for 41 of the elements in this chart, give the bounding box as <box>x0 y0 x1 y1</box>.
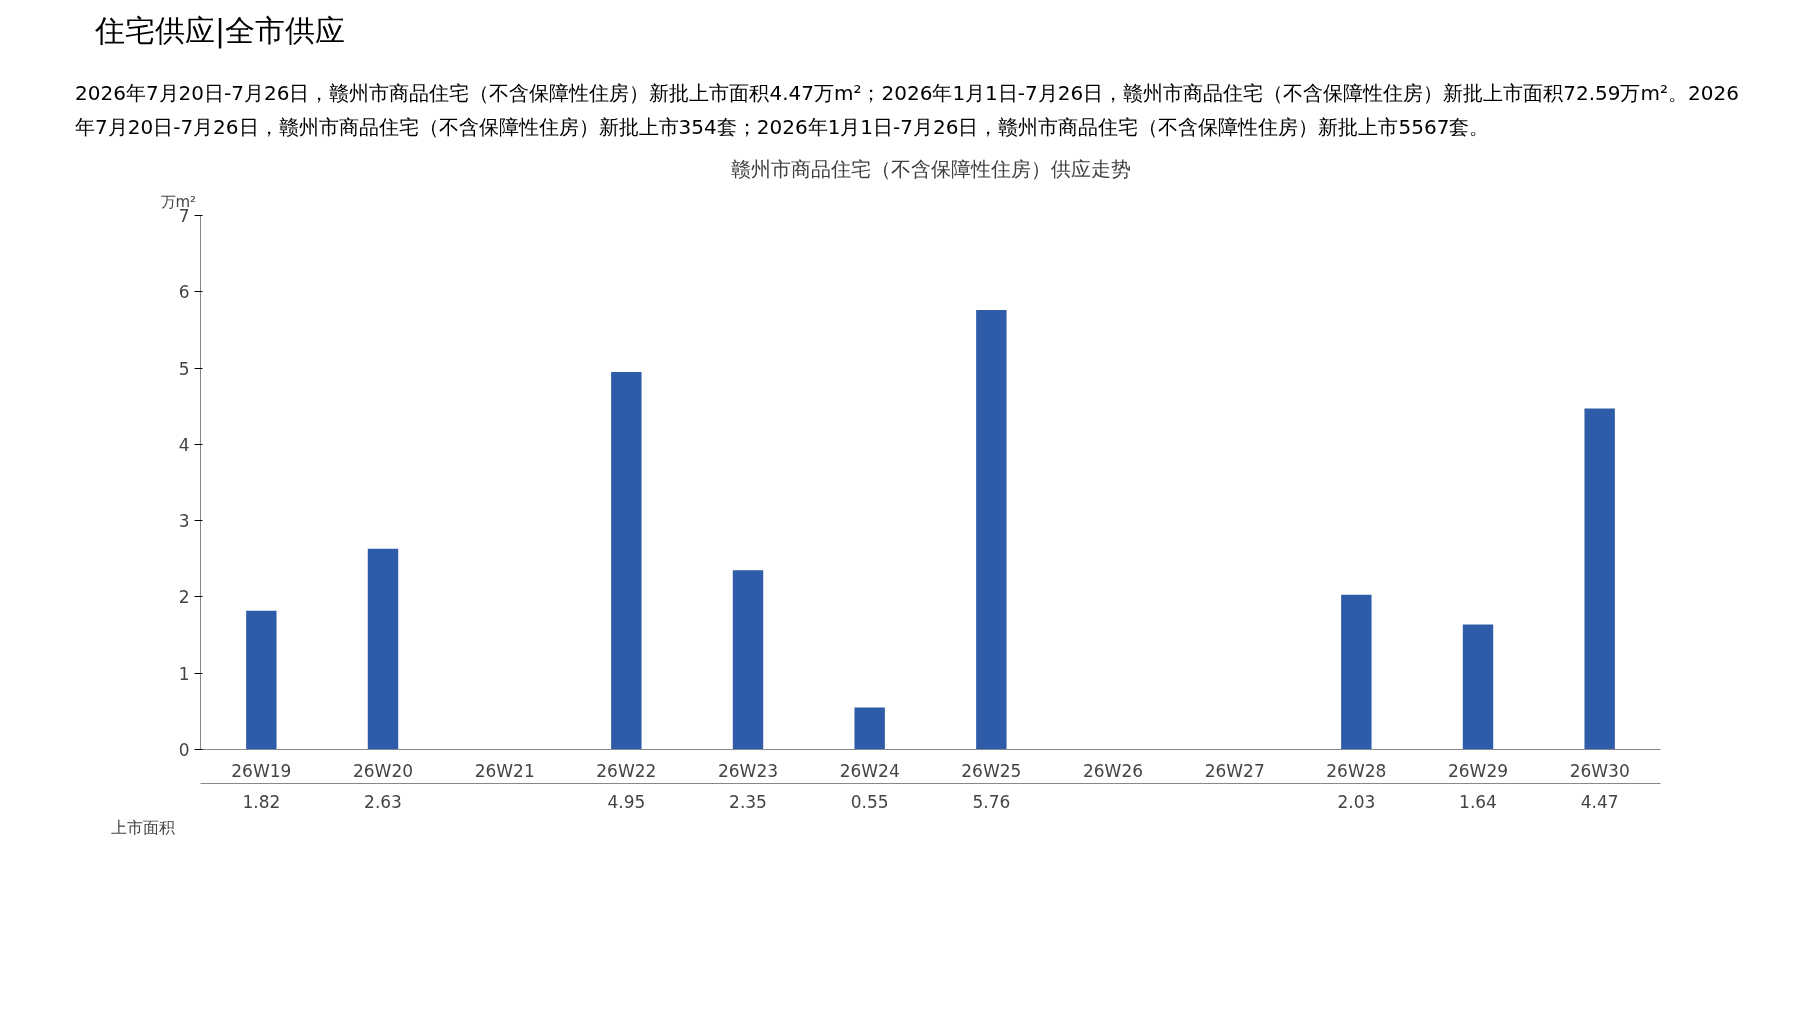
bar <box>1341 594 1372 750</box>
x-tick-label: 26W27 <box>1204 760 1265 781</box>
data-label: 2.35 <box>729 791 767 812</box>
x-tick-label: 26W25 <box>961 760 1022 781</box>
data-label: 0.55 <box>850 791 889 812</box>
x-tick-label: 26W28 <box>1326 760 1387 781</box>
x-tick-label: 26W26 <box>1082 760 1144 781</box>
data-label: 2.03 <box>1337 791 1376 812</box>
bar <box>367 548 399 750</box>
x-tick-label: 26W21 <box>474 760 535 781</box>
y-tick-label: 0 <box>178 739 190 760</box>
text: 2026年7月20日-7月26日，赣州市商品住宅（不含保障性住房）新批上市面积4.47万m²；2026年1月1日-7月26日，赣州市商品住宅（不含保障性住房）新批上市面积72.59万m²。2026年7月20日-7月26日，赣州市商品住宅（不含保障性住房）新批上市354套；2026年1月1日-7月26日，赣州市商品住宅（不含保障性住房）新批上市5567套。 <box>75 79 1740 141</box>
x-tick-label: 26W30 <box>1569 760 1630 781</box>
y-tick-label: 6 <box>178 282 190 303</box>
x-tick-label: 26W29 <box>1447 760 1509 781</box>
text: 上市面积 <box>110 817 175 837</box>
x-tick-label: 26W20 <box>352 760 414 781</box>
data-label: 4.47 <box>1580 791 1619 812</box>
bar <box>611 371 642 750</box>
y-tick-label: 5 <box>178 358 190 379</box>
y-tick-label: 1 <box>178 663 190 684</box>
bar <box>976 309 1007 750</box>
bar <box>246 610 277 750</box>
chart-title: 赣州市商品住宅（不含保障性住房）供应走势 <box>730 156 1131 181</box>
data-label: 5.76 <box>972 791 1011 812</box>
y-tick-label: 4 <box>178 434 190 455</box>
data-label: 1.82 <box>242 791 281 812</box>
bar <box>732 570 764 750</box>
y-tick-label: 3 <box>178 510 190 531</box>
data-label: 2.63 <box>364 791 402 812</box>
x-tick-label: 26W22 <box>596 760 657 781</box>
x-tick-label: 26W19 <box>231 760 292 781</box>
data-label: 4.95 <box>607 791 646 812</box>
x-tick-label: 26W24 <box>839 760 900 781</box>
bar <box>1462 624 1494 750</box>
data-label: 1.64 <box>1459 791 1497 812</box>
x-tick-label: 26W23 <box>717 760 779 781</box>
y-tick-label: 2 <box>178 587 190 608</box>
bar <box>854 707 885 750</box>
text: 住宅供应|全市供应 <box>95 12 346 51</box>
bar <box>1584 408 1615 750</box>
